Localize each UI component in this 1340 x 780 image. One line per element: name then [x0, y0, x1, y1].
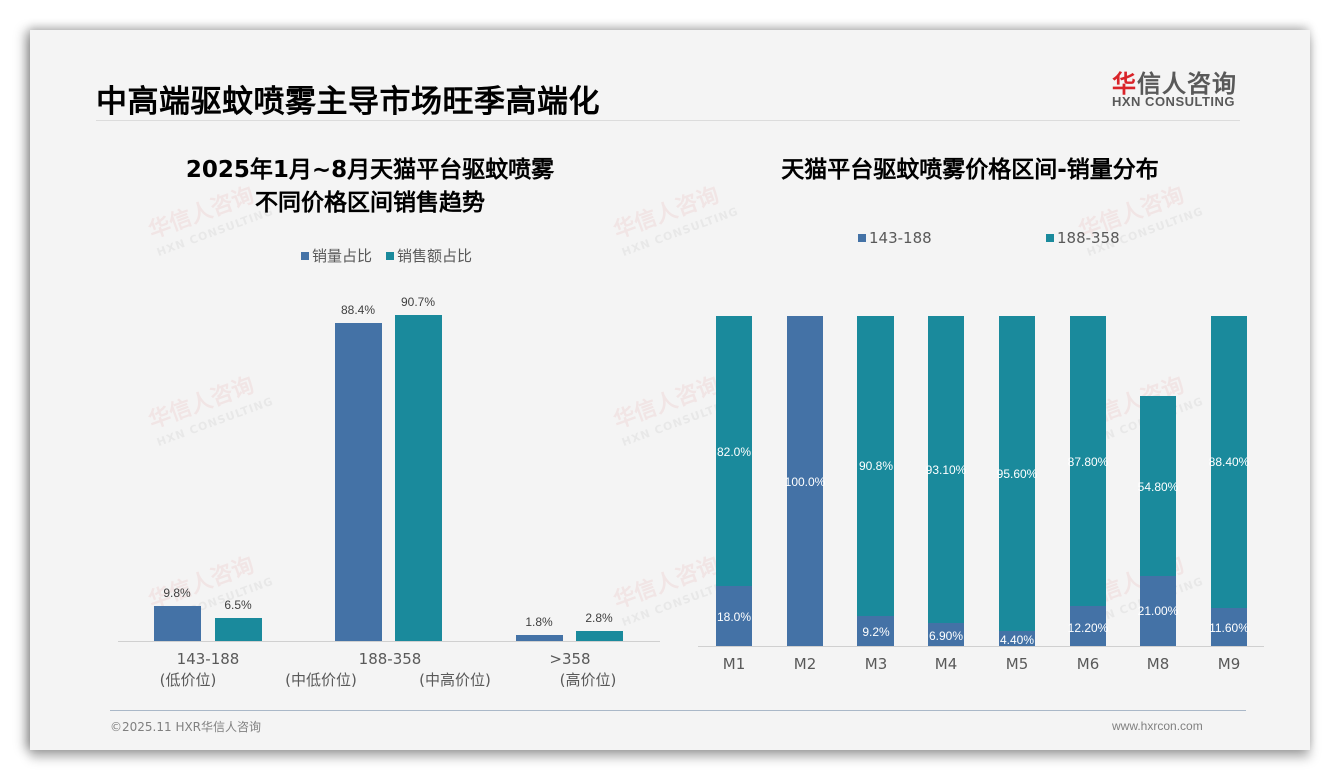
- legend-label-sales-amount: 销售额占比: [397, 247, 473, 265]
- left-chart-title-line2: 不同价格区间销售趋势: [255, 190, 485, 216]
- right-chart-legend-143-188: 143-188: [858, 229, 932, 247]
- bar-volume-over-358: [516, 635, 563, 641]
- stack-188-358-m5: [999, 316, 1035, 631]
- company-logo: 华信人咨询: [1112, 64, 1237, 99]
- x-axis-label: M3: [864, 655, 888, 673]
- bar-value-label: 18.0%: [716, 610, 752, 624]
- bar-value-label: 93.10%: [925, 463, 967, 477]
- x-axis-sublabel: (高价位): [559, 671, 617, 689]
- bar-value-label: 100.0%: [784, 475, 826, 489]
- footer-website[interactable]: www.hxrcon.com: [1112, 719, 1203, 733]
- x-axis-sublabel: (中高价位): [419, 671, 491, 689]
- bar-value-label: 9.2%: [862, 625, 890, 639]
- bar-value-label: 2.8%: [585, 611, 613, 625]
- bar-amount-188-358: [395, 315, 442, 641]
- logo-mark: 华: [1112, 70, 1137, 98]
- bar-value-label: 21.00%: [1137, 604, 1179, 618]
- left-chart-legend: 销量占比 销售额占比: [301, 245, 472, 266]
- stack-143-188-m1: [716, 586, 752, 646]
- stack-143-188-m6: [1070, 606, 1106, 646]
- stack-143-188-m9: [1211, 608, 1247, 646]
- x-axis-label: M8: [1146, 655, 1170, 673]
- legend-label-sales-volume: 销量占比: [312, 247, 373, 265]
- x-axis-label: M5: [1005, 655, 1029, 673]
- legend-label-188-358: 188-358: [1057, 229, 1120, 247]
- left-chart-title-line1: 2025年1月~8月天猫平台驱蚊喷雾: [185, 157, 555, 183]
- right-chart-x-axis: [698, 646, 1264, 647]
- bar-value-label: 54.80%: [1137, 480, 1179, 494]
- stack-188-358-m4: [928, 316, 964, 623]
- legend-swatch-sales-amount: [386, 251, 395, 260]
- stack-143-188-m2: [787, 316, 823, 646]
- bar-value-label: 1.8%: [525, 615, 553, 629]
- footer-divider: [110, 710, 1246, 711]
- bar-value-label: 88.4%: [340, 303, 376, 317]
- x-axis-label: M6: [1076, 655, 1100, 673]
- stack-188-358-m8: [1140, 396, 1176, 576]
- legend-label-143-188: 143-188: [869, 229, 932, 247]
- stack-188-358-m1: [716, 316, 752, 586]
- left-chart-title: 2025年1月~8月天猫平台驱蚊喷雾 不同价格区间销售趋势: [120, 154, 620, 220]
- legend-swatch-143-188: [858, 234, 866, 242]
- bar-value-label: 88.40%: [1208, 455, 1250, 469]
- bar-volume-188-358: [335, 323, 382, 641]
- bar-value-label: 90.7%: [400, 295, 436, 309]
- bar-value-label: 6.90%: [928, 629, 964, 643]
- bar-value-label: 82.0%: [716, 445, 752, 459]
- right-chart-title: 天猫平台驱蚊喷雾价格区间-销量分布: [781, 157, 1159, 183]
- x-axis-label: M1: [722, 655, 746, 673]
- bar-value-label: 9.8%: [163, 586, 191, 600]
- stack-143-188-m3: [857, 616, 894, 646]
- x-axis-label: M2: [793, 655, 817, 673]
- left-chart-x-axis: [118, 641, 660, 642]
- x-axis-label: >358: [549, 650, 591, 668]
- x-axis-sublabel: (中低价位): [285, 671, 357, 689]
- stack-143-188-m4: [928, 623, 964, 646]
- right-chart-legend-188-358: 188-358: [1046, 229, 1120, 247]
- x-axis-label: 188-358: [358, 650, 422, 668]
- x-axis-sublabel: (低价位): [159, 671, 217, 689]
- stack-143-188-m5: [999, 631, 1035, 646]
- stack-188-358-m6: [1070, 316, 1106, 606]
- legend-swatch-188-358: [1046, 234, 1054, 242]
- bar-amount-143-188: [215, 618, 262, 641]
- stack-188-358-m3: [857, 316, 894, 616]
- stack-143-188-m8: [1140, 576, 1176, 646]
- logo-english: HXN CONSULTING: [1112, 94, 1236, 109]
- bar-value-label: 87.80%: [1067, 455, 1109, 469]
- x-axis-label: M9: [1217, 655, 1241, 673]
- bar-value-label: 4.40%: [999, 633, 1035, 647]
- footer-copyright: ©2025.11 HXR华信人咨询: [110, 720, 262, 734]
- bar-value-label: 6.5%: [224, 598, 252, 612]
- logo-name: 信人咨询: [1137, 70, 1237, 98]
- x-axis-label: M4: [934, 655, 958, 673]
- slide: 华信人咨询 HXN CONSULTING 华信人咨询 HXN CONSULTING …: [30, 30, 1310, 750]
- page-title: 中高端驱蚊喷雾主导市场旺季高端化: [96, 84, 600, 120]
- bar-amount-over-358: [576, 631, 623, 641]
- x-axis-label: 143-188: [176, 650, 240, 668]
- legend-swatch-sales-volume: [301, 251, 309, 260]
- bar-value-label: 90.8%: [858, 459, 894, 473]
- bar-value-label: 11.60%: [1209, 621, 1249, 635]
- bar-value-label: 12.20%: [1067, 621, 1109, 635]
- title-divider: [96, 120, 1240, 121]
- stack-188-358-m9: [1211, 316, 1247, 608]
- bar-volume-143-188: [154, 606, 201, 641]
- bar-value-label: 95.60%: [996, 467, 1038, 481]
